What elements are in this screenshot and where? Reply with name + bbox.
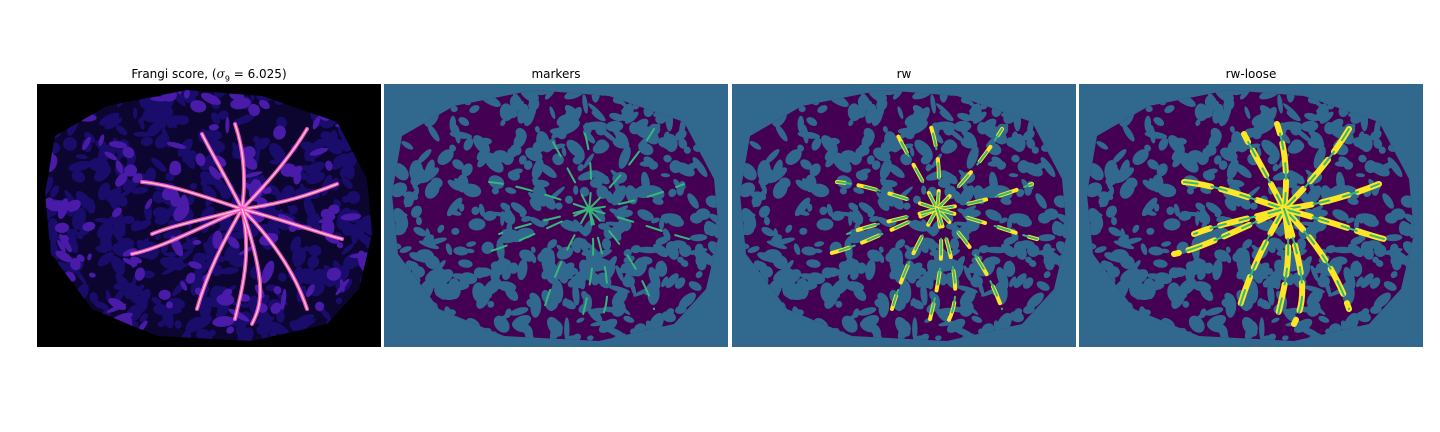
panel-title-markers: markers bbox=[531, 67, 581, 81]
rw-loose-image bbox=[1079, 84, 1423, 347]
panel-title-rw: rw bbox=[896, 67, 912, 81]
markers-image bbox=[384, 84, 728, 347]
sigma-symbol: σ bbox=[216, 67, 225, 81]
panel-markers-image bbox=[384, 84, 728, 347]
segmentation-group bbox=[825, 122, 1039, 326]
panel-title-rw-loose: rw-loose bbox=[1225, 67, 1277, 81]
frangi-image bbox=[37, 84, 381, 347]
rw-image bbox=[732, 84, 1076, 347]
segmentation-group bbox=[1171, 121, 1387, 327]
panel-title-frangi: Frangi score, (σ9 = 6.025) bbox=[37, 66, 381, 84]
segmentation-group bbox=[478, 123, 690, 325]
panel-rw-loose-image bbox=[1079, 84, 1423, 347]
title-prefix: Frangi score, ( bbox=[131, 67, 217, 81]
panel-frangi-image bbox=[37, 84, 381, 347]
sigma-subscript: 9 bbox=[224, 74, 230, 84]
panel-rw-image bbox=[732, 84, 1076, 347]
vessel-group bbox=[130, 122, 344, 326]
title-suffix: = 6.025) bbox=[229, 67, 287, 81]
